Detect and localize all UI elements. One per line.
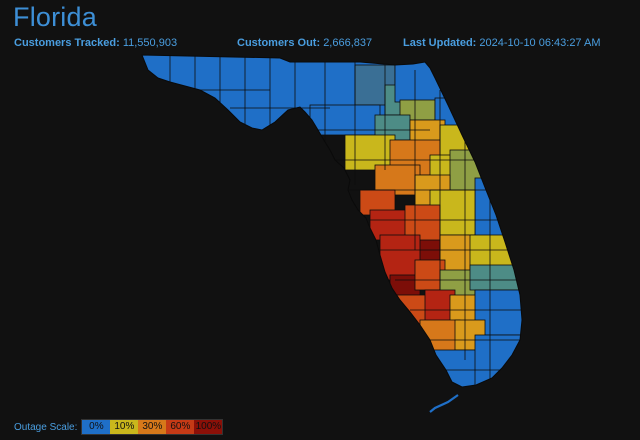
last-updated-value: 2024-10-10 06:43:27 AM [479, 37, 601, 49]
customers-tracked-stat: Customers Tracked: 11,550,903 [14, 37, 177, 49]
legend-cell: 30% [138, 420, 167, 434]
legend-title: Outage Scale: [14, 421, 78, 433]
outage-legend: Outage Scale: 0% 10% 30% 60% 100% [14, 419, 224, 435]
page-title: Florida [13, 2, 97, 32]
florida-map-svg [141, 54, 525, 413]
legend-cell: 100% [194, 420, 223, 434]
customers-tracked-label: Customers Tracked: [14, 37, 120, 49]
legend-scale: 0% 10% 30% 60% 100% [81, 419, 224, 435]
florida-county-map[interactable] [130, 50, 530, 420]
legend-cell: 60% [166, 420, 195, 434]
last-updated-stat: Last Updated: 2024-10-10 06:43:27 AM [403, 37, 601, 49]
county-region[interactable] [469, 264, 525, 291]
customers-tracked-value: 11,550,903 [122, 37, 178, 49]
county-region[interactable] [474, 177, 525, 239]
legend-cell: 0% [82, 420, 111, 434]
last-updated-label: Last Updated: [403, 37, 477, 49]
florida-keys [429, 394, 459, 413]
county-region[interactable] [394, 61, 456, 103]
county-region[interactable] [439, 234, 476, 276]
legend-cell: 10% [110, 420, 139, 434]
customers-out-value: 2,666,837 [323, 37, 373, 49]
state-outline [141, 54, 523, 388]
customers-out-label: Customers Out: [237, 37, 321, 49]
stats-bar: Customers Tracked: 11,550,903 Customers … [0, 37, 640, 51]
customers-out-stat: Customers Out: 2,666,837 [237, 37, 372, 49]
county-region[interactable] [309, 104, 381, 136]
county-borders [142, 55, 522, 387]
